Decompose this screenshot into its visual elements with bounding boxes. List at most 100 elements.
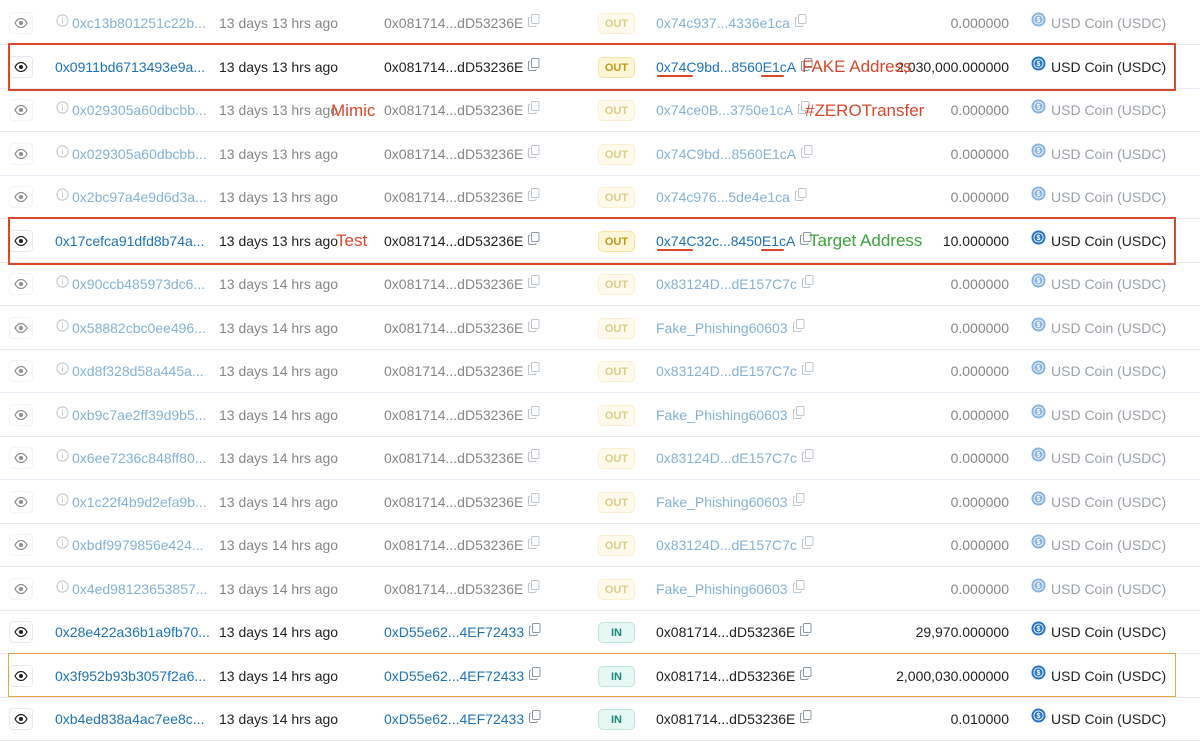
view-details-button[interactable] [9,229,33,252]
token-link[interactable]: USD Coin (USDC) [1051,537,1167,553]
copy-icon[interactable] [528,262,540,305]
copy-icon[interactable] [794,175,807,218]
token-link[interactable]: USD Coin (USDC) [1051,232,1167,249]
view-details-button[interactable] [9,621,33,643]
to-address[interactable]: 0x83124D...dE157C7c [656,363,797,379]
txn-hash-link[interactable]: 0x1c22f4b9d2efa9b... [72,493,207,510]
view-details-button[interactable] [9,99,33,121]
copy-icon[interactable] [528,175,540,218]
to-address[interactable]: Fake_Phishing60603 [656,580,788,597]
from-address[interactable]: 0xD55e62...4EF72433 [384,624,525,640]
to-address[interactable]: 0x74C32c...8450E1cA [656,232,796,249]
copy-icon[interactable] [529,697,541,740]
copy-icon[interactable] [528,306,540,349]
to-address[interactable]: Fake_Phishing60603 [656,493,788,510]
token-link[interactable]: USD Coin (USDC) [1051,624,1167,640]
to-address[interactable]: 0x83124D...dE157C7c [656,450,797,466]
copy-icon[interactable] [528,523,540,566]
copy-icon[interactable] [529,610,541,653]
token-link[interactable]: USD Coin (USDC) [1051,276,1167,292]
token-link[interactable]: USD Coin (USDC) [1051,450,1167,466]
view-details-button[interactable] [9,273,33,295]
copy-icon[interactable] [801,132,813,175]
copy-icon[interactable] [528,393,540,436]
txn-hash-link[interactable]: 0x0911bd6713493e9a... [55,58,205,75]
txn-hash-link[interactable]: 0x90ccb485973dc6... [72,276,206,292]
txn-hash-link[interactable]: 0xbdf9979856e424... [72,537,204,553]
copy-icon[interactable] [528,349,540,392]
copy-icon[interactable] [528,88,540,131]
from-address[interactable]: 0xD55e62...4EF72433 [384,711,525,727]
from-address[interactable]: 0xD55e62...4EF72433 [384,667,525,684]
copy-icon[interactable] [800,610,812,653]
copy-icon[interactable] [528,132,540,175]
token-link[interactable]: USD Coin (USDC) [1051,667,1167,684]
copy-icon[interactable] [528,436,540,479]
copy-icon[interactable] [529,654,541,697]
copy-icon[interactable] [794,1,807,44]
txn-hash-link[interactable]: 0x17cefca91dfd8b74a... [55,232,205,249]
to-address[interactable]: 0x74C9bd...8560E1cA [656,58,797,75]
txn-hash-link[interactable]: 0x6ee7236c848ff80... [72,450,207,466]
token-link[interactable]: USD Coin (USDC) [1051,406,1167,423]
copy-icon[interactable] [528,219,540,262]
copy-icon[interactable] [792,480,805,523]
copy-icon[interactable] [800,697,812,740]
copy-icon[interactable] [801,45,813,88]
copy-icon[interactable] [792,393,805,436]
copy-icon[interactable] [528,480,540,523]
to-address[interactable]: 0x83124D...dE157C7c [656,537,797,553]
txn-hash-link[interactable]: 0x28e422a36b1a9fb70... [55,624,210,640]
to-address[interactable]: Fake_Phishing60603 [656,319,788,336]
view-details-button[interactable] [9,664,33,687]
to-address[interactable]: 0x74C9bd...8560E1cA [656,145,797,162]
txn-hash-link[interactable]: 0x58882cbc0ee496... [72,319,206,336]
token-link[interactable]: USD Coin (USDC) [1051,319,1167,336]
token-link[interactable]: USD Coin (USDC) [1051,15,1167,31]
copy-icon[interactable] [528,1,540,44]
copy-icon[interactable] [801,523,814,566]
copy-icon[interactable] [528,45,540,88]
to-address[interactable]: Fake_Phishing60603 [656,406,788,423]
copy-icon[interactable] [801,436,814,479]
token-link[interactable]: USD Coin (USDC) [1051,145,1167,162]
token-link[interactable]: USD Coin (USDC) [1051,711,1167,727]
token-link[interactable]: USD Coin (USDC) [1051,363,1167,379]
copy-icon[interactable] [528,567,540,610]
txn-hash-link[interactable]: 0xd8f328d58a445a... [72,363,204,379]
token-link[interactable]: USD Coin (USDC) [1051,493,1167,510]
token-link[interactable]: USD Coin (USDC) [1051,580,1167,597]
copy-icon[interactable] [792,306,805,349]
token-link[interactable]: USD Coin (USDC) [1051,102,1167,118]
view-details-button[interactable] [9,708,33,730]
copy-icon[interactable] [798,88,810,131]
to-address[interactable]: 0x74c976...5de4e1ca [656,189,790,205]
view-details-button[interactable] [9,534,33,556]
txn-hash-link[interactable]: 0x029305a60dbcbb... [72,145,207,162]
to-address[interactable]: 0x74c937...4336e1ca [656,15,790,31]
to-address[interactable]: 0x83124D...dE157C7c [656,276,797,292]
copy-icon[interactable] [801,262,814,305]
token-link[interactable]: USD Coin (USDC) [1051,189,1167,205]
view-details-button[interactable] [9,577,33,600]
copy-icon[interactable] [800,654,812,697]
token-link[interactable]: USD Coin (USDC) [1051,58,1167,75]
txn-hash-link[interactable]: 0x2bc97a4e9d6d3a... [72,189,207,205]
view-details-button[interactable] [9,447,33,469]
txn-hash-link[interactable]: 0x029305a60dbcbb... [72,102,207,118]
txn-hash-link[interactable]: 0xb9c7ae2ff39d9b5... [72,406,207,423]
txn-hash-link[interactable]: 0xb4ed838a4ac7ee8c... [55,711,205,727]
view-details-button[interactable] [9,142,33,165]
copy-icon[interactable] [800,219,812,262]
view-details-button[interactable] [9,12,33,34]
to-address[interactable]: 0x74ce0B...3750e1cA [656,102,793,118]
view-details-button[interactable] [9,403,33,426]
copy-icon[interactable] [801,349,814,392]
copy-icon[interactable] [792,567,805,610]
view-details-button[interactable] [9,490,33,513]
view-details-button[interactable] [9,360,33,382]
txn-hash-link[interactable]: 0xc13b801251c22b... [72,15,206,31]
view-details-button[interactable] [9,316,33,339]
txn-hash-link[interactable]: 0x3f952b93b3057f2a6... [55,667,207,684]
txn-hash-link[interactable]: 0x4ed98123653857... [72,580,208,597]
